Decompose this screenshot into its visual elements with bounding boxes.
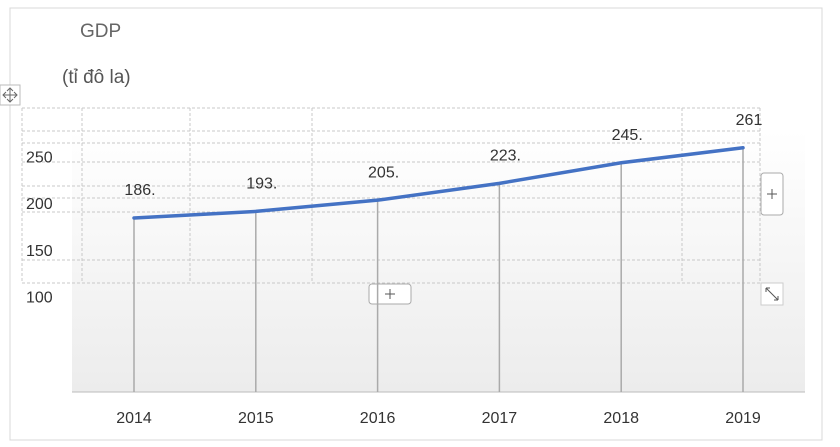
plot-area <box>72 130 805 392</box>
data-label: 186. <box>124 182 155 199</box>
data-label: 205. <box>368 164 399 181</box>
table-grid <box>21 107 761 284</box>
y-tick-label: 200 <box>26 196 53 213</box>
x-tick-label: 2016 <box>360 410 396 427</box>
x-tick-label: 2018 <box>603 410 639 427</box>
x-tick-label: 2015 <box>238 410 274 427</box>
data-label: 193. <box>246 176 277 193</box>
chart-subtitle: (tỉ đô la) <box>62 67 131 88</box>
x-tick-label: 2017 <box>482 410 518 427</box>
resize-handle[interactable] <box>760 282 784 306</box>
data-label: 261 <box>736 112 763 129</box>
x-tick-label: 2019 <box>725 410 761 427</box>
data-label: 223. <box>490 148 521 165</box>
x-tick-label: 2014 <box>116 410 152 427</box>
y-tick-label: 100 <box>26 290 53 307</box>
y-tick-label: 150 <box>26 243 53 260</box>
add-button[interactable] <box>368 283 412 305</box>
chart-title: GDP <box>80 21 121 42</box>
add-button[interactable] <box>760 172 784 216</box>
move-handle[interactable] <box>0 84 21 106</box>
line <box>132 146 745 220</box>
y-tick-label: 250 <box>26 149 53 166</box>
data-label: 245. <box>612 127 643 144</box>
